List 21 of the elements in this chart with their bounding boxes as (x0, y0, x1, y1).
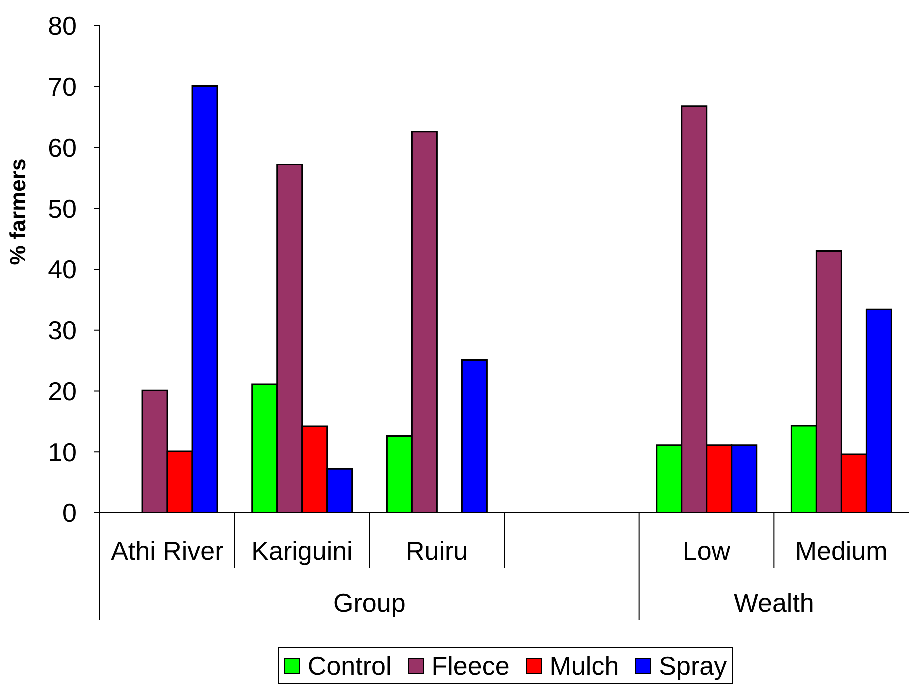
y-tick-label: 40 (48, 254, 77, 285)
x-tick-label: Low (682, 536, 731, 566)
legend-label: Spray (659, 650, 728, 680)
y-tick-label: 50 (48, 194, 77, 224)
y-tick-label: 10 (48, 437, 77, 468)
x-tick-label: Athi River (111, 536, 224, 566)
y-tick-label: 60 (48, 132, 77, 163)
legend-label: Fleece (432, 650, 510, 680)
text: Group (334, 588, 406, 618)
x-tick-label: Kariguini (252, 536, 353, 566)
y-tick-label: 0 (62, 498, 77, 528)
x-tick-label: Medium (795, 536, 888, 566)
y-tick-label: 70 (48, 72, 77, 102)
y-axis-title: % farmers (6, 158, 30, 266)
y-tick-label: 20 (48, 376, 77, 406)
legend-label: Control (308, 650, 392, 680)
legend-label: Mulch (550, 650, 620, 680)
y-tick-label: 80 (48, 11, 77, 42)
text: Wealth (734, 588, 814, 618)
x-tick-label: Ruiru (406, 536, 468, 566)
y-tick-label: 30 (48, 316, 77, 346)
